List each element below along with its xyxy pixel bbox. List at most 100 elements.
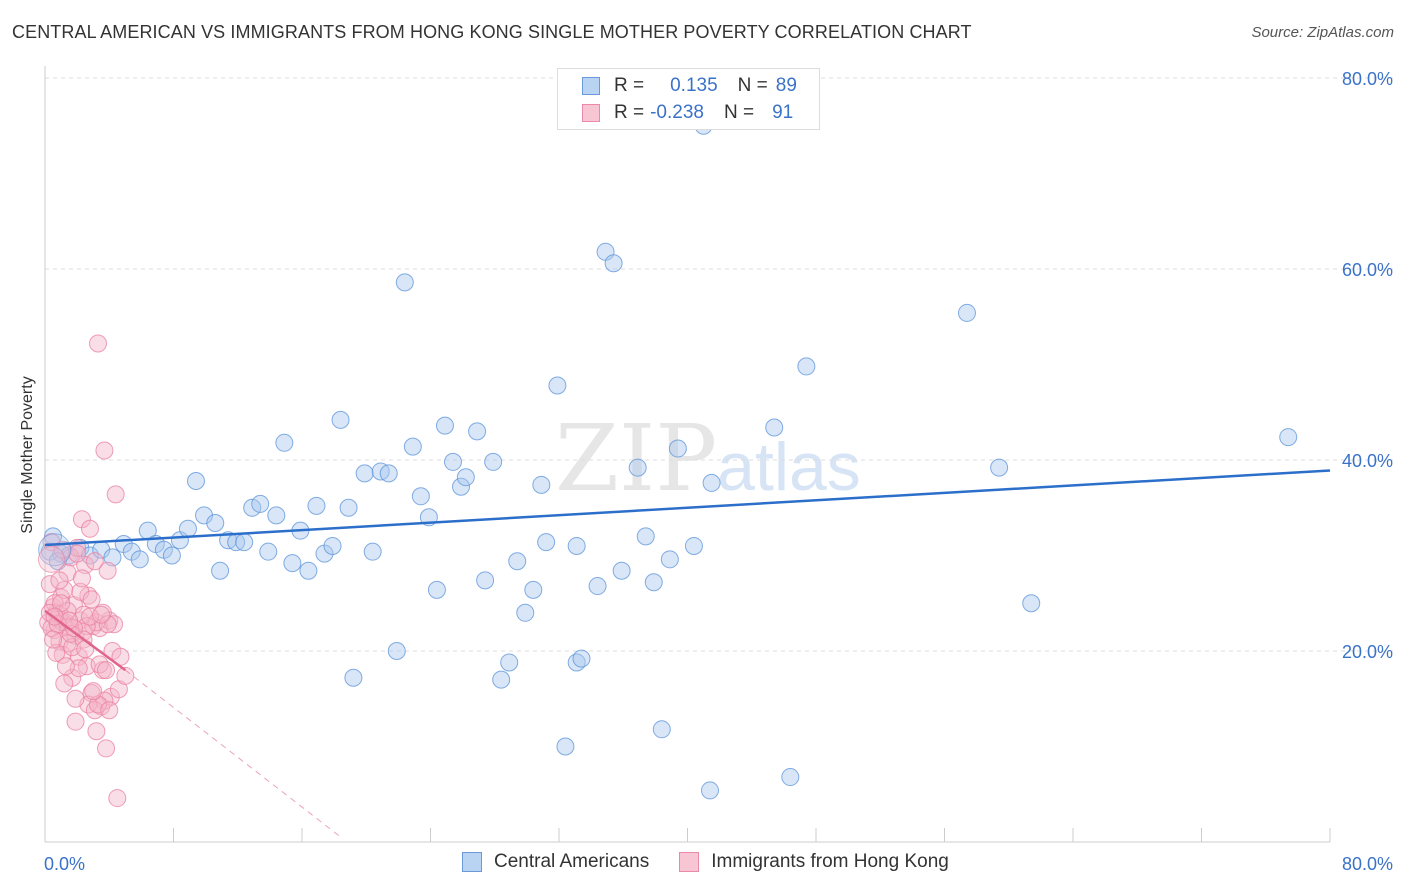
central-american-point <box>1022 594 1041 613</box>
watermark: ZIPatlas <box>555 405 861 512</box>
y-tick-label: 40.0% <box>1342 451 1393 471</box>
central-american-point <box>644 573 663 592</box>
central-american-point <box>363 542 382 561</box>
central-american-point <box>38 533 72 567</box>
central-american-point <box>990 458 1009 477</box>
central-american-point <box>283 554 302 573</box>
hong-kong-point <box>55 580 74 599</box>
tick-labels: 20.0% 40.0% 60.0% 80.0% 0.0% 80.0% <box>44 69 1393 874</box>
central-american-point <box>211 561 230 580</box>
central-american-point <box>572 649 591 668</box>
hong-kong-point <box>116 666 135 685</box>
central-american-point <box>567 536 586 555</box>
hong-kong-point <box>80 607 99 626</box>
central-american-point <box>476 571 495 590</box>
y-tick-label: 80.0% <box>1342 69 1393 89</box>
central-american-point <box>344 668 363 687</box>
central-american-point <box>797 357 816 376</box>
hong-kong-point <box>89 695 108 714</box>
central-american-point <box>355 464 374 483</box>
central-american-point <box>668 439 687 458</box>
hong-kong-point <box>72 569 91 588</box>
chart-title: CENTRAL AMERICAN VS IMMIGRANTS FROM HONG… <box>12 22 972 42</box>
axes <box>44 66 1331 843</box>
central-american-point <box>379 464 398 483</box>
hong-kong-point <box>50 571 69 590</box>
legend-swatch-blue <box>582 77 600 95</box>
central-american-point <box>588 577 607 596</box>
legend-n-value: 91 <box>772 102 794 123</box>
hong-kong-point <box>47 643 66 662</box>
hong-kong-point <box>84 682 103 701</box>
hong-kong-trend-extension <box>125 669 343 839</box>
central-american-point <box>484 452 503 471</box>
central-american-point <box>267 506 286 525</box>
central-american-point <box>702 473 721 492</box>
central-american-point <box>500 653 519 672</box>
central-american-point <box>411 487 430 506</box>
central-american-point <box>684 536 703 555</box>
central-american-point <box>259 542 278 561</box>
trend-lines <box>44 469 1331 839</box>
legend-swatch-pink <box>582 104 600 122</box>
central-american-point <box>162 546 181 565</box>
hong-kong-point <box>82 590 101 609</box>
x-tick-label: 0.0% <box>44 854 85 874</box>
series-legend-item-central-americans: Central Americans <box>462 851 649 873</box>
hong-kong-point <box>85 552 104 571</box>
hong-kong-point <box>44 630 63 649</box>
central-american-point <box>186 472 205 491</box>
legend-n-value: 89 <box>775 75 797 96</box>
central-american-point <box>524 580 543 599</box>
hong-kong-point <box>66 712 85 731</box>
central-american-point <box>532 475 551 494</box>
central-american-point <box>556 737 575 756</box>
grid-lines <box>45 77 1395 652</box>
hong-kong-point <box>76 640 95 659</box>
hong-kong-point <box>95 441 114 460</box>
hong-kong-point <box>98 615 117 634</box>
central-american-point <box>508 552 527 571</box>
central-american-point <box>235 533 254 552</box>
source-credit: Source: ZipAtlas.com <box>1251 24 1394 41</box>
series-legend: Central Americans Immigrants from Hong K… <box>462 851 979 873</box>
watermark-zip: ZIP <box>555 405 718 512</box>
central-american-point <box>604 254 623 273</box>
hong-kong-point <box>97 661 116 680</box>
central-american-point <box>652 720 671 739</box>
hong-kong-point <box>105 615 124 634</box>
central-american-point <box>660 550 679 569</box>
central-american-point <box>130 550 149 569</box>
watermark-atlas: atlas <box>717 429 861 505</box>
central-american-trend-line <box>44 469 1331 547</box>
central-american-point <box>339 498 358 517</box>
central-american-point <box>307 496 326 515</box>
central-american-point <box>612 561 631 580</box>
central-american-point <box>492 670 511 689</box>
data-points <box>37 116 1298 808</box>
central-american-point <box>468 422 487 441</box>
legend-n-label: N = <box>723 102 755 123</box>
x-tick-label: 80.0% <box>1342 854 1393 874</box>
hong-kong-point <box>80 519 99 538</box>
central-american-point <box>957 303 976 322</box>
hong-kong-point <box>108 789 127 808</box>
hong-kong-point <box>66 689 85 708</box>
central-american-point <box>331 410 350 429</box>
central-american-point <box>275 433 294 452</box>
central-american-point <box>395 273 414 292</box>
central-american-point <box>628 458 647 477</box>
central-american-point <box>427 580 446 599</box>
hong-kong-point <box>56 657 75 676</box>
hong-kong-point <box>106 485 125 504</box>
central-american-point <box>1279 428 1298 447</box>
hong-kong-point <box>85 701 104 720</box>
legend-row-hong-kong: R = -0.238 N = 91 <box>582 101 793 125</box>
central-american-point <box>323 536 342 555</box>
central-american-point <box>403 437 422 456</box>
hong-kong-point <box>97 739 116 758</box>
hong-kong-point <box>89 334 108 353</box>
central-american-point <box>636 527 655 546</box>
hong-kong-point <box>55 674 74 693</box>
